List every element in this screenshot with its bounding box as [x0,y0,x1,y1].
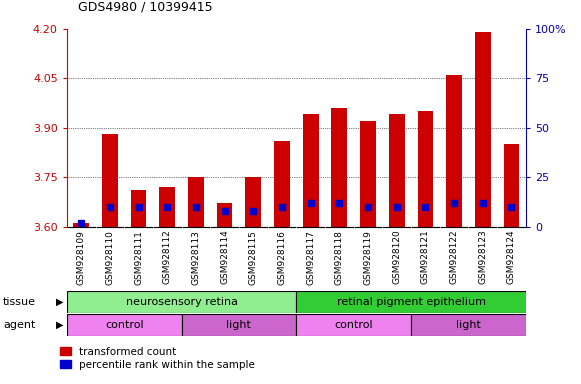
Bar [245,177,261,227]
Text: light: light [227,320,252,330]
Bar [159,187,175,227]
Text: retinal pigment epithelium: retinal pigment epithelium [336,297,486,307]
Text: GSM928113: GSM928113 [191,230,200,285]
Bar [475,32,491,227]
Text: ▶: ▶ [56,320,64,330]
Text: neurosensory retina: neurosensory retina [125,297,238,307]
Text: GSM928118: GSM928118 [335,230,344,285]
Text: GSM928115: GSM928115 [249,230,258,285]
Text: GSM928109: GSM928109 [77,230,85,285]
Text: control: control [105,320,144,330]
Text: GSM928116: GSM928116 [278,230,286,285]
Bar [331,108,347,227]
Bar [360,121,376,227]
Bar [296,291,526,313]
Text: ▶: ▶ [56,297,64,307]
Bar [188,177,204,227]
Bar [303,114,318,227]
Text: GSM928117: GSM928117 [306,230,315,285]
Text: control: control [335,320,373,330]
Bar [181,314,296,336]
Text: GSM928121: GSM928121 [421,230,430,285]
Text: light: light [456,320,481,330]
Bar [504,144,519,227]
Bar [296,314,411,336]
Text: GSM928110: GSM928110 [105,230,114,285]
Text: GSM928122: GSM928122 [450,230,458,285]
Text: GSM928120: GSM928120 [392,230,401,285]
Text: tissue: tissue [3,297,36,307]
Text: GSM928114: GSM928114 [220,230,229,285]
Bar [411,314,526,336]
Legend: transformed count, percentile rank within the sample: transformed count, percentile rank withi… [60,347,255,370]
Bar [389,114,404,227]
Bar [418,111,433,227]
Bar [67,314,181,336]
Text: GSM928119: GSM928119 [364,230,372,285]
Text: GSM928111: GSM928111 [134,230,143,285]
Bar [73,223,89,227]
Text: GSM928112: GSM928112 [163,230,172,285]
Bar [446,75,462,227]
Bar [217,204,232,227]
Bar [67,291,296,313]
Bar [131,190,146,227]
Text: GDS4980 / 10399415: GDS4980 / 10399415 [78,0,213,13]
Text: GSM928124: GSM928124 [507,230,516,285]
Bar [274,141,290,227]
Bar [102,134,118,227]
Text: GSM928123: GSM928123 [478,230,487,285]
Text: agent: agent [3,320,35,330]
